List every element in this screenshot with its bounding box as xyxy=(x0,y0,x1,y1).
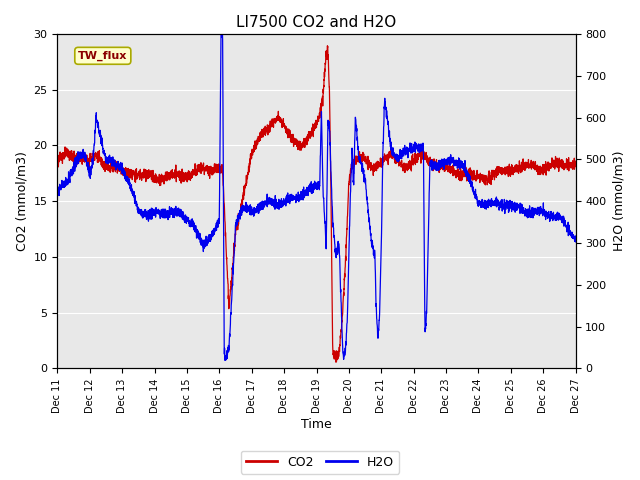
X-axis label: Time: Time xyxy=(301,419,332,432)
Y-axis label: CO2 (mmol/m3): CO2 (mmol/m3) xyxy=(15,151,28,251)
Text: TW_flux: TW_flux xyxy=(78,51,127,61)
Y-axis label: H2O (mmol/m3): H2O (mmol/m3) xyxy=(612,151,625,252)
Legend: CO2, H2O: CO2, H2O xyxy=(241,451,399,474)
Title: LI7500 CO2 and H2O: LI7500 CO2 and H2O xyxy=(236,15,397,30)
